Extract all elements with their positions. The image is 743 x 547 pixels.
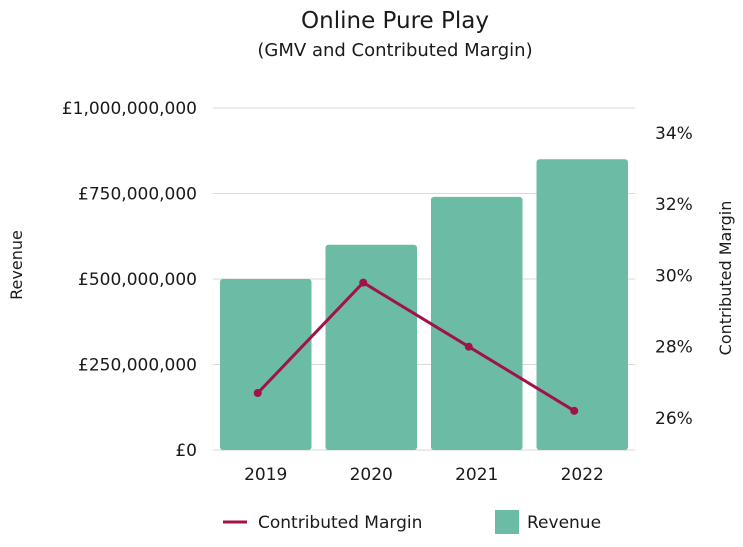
margin-point — [359, 278, 368, 287]
y-tick-label: £500,000,000 — [78, 270, 197, 290]
y2-tick-label: 28% — [655, 338, 693, 358]
revenue-bar — [220, 279, 312, 450]
legend-label-revenue: Revenue — [527, 513, 601, 533]
y-tick-label: £1,000,000,000 — [62, 99, 197, 119]
y2-tick-label: 30% — [655, 266, 693, 286]
y-tick-label: £750,000,000 — [78, 185, 197, 205]
y-tick-label: £0 — [175, 441, 197, 461]
chart-title: Online Pure Play — [301, 8, 489, 34]
y2-tick-label: 34% — [655, 124, 693, 144]
y-axis-label: Revenue — [7, 230, 26, 300]
revenue-bar — [431, 196, 523, 450]
y2-tick-label: 32% — [655, 195, 693, 215]
margin-point — [570, 406, 579, 415]
x-tick-label: 2021 — [455, 465, 498, 485]
x-tick-label: 2020 — [350, 465, 393, 485]
chart-subtitle: (GMV and Contributed Margin) — [257, 40, 532, 61]
y2-tick-label: 26% — [655, 409, 693, 429]
y-axis-ticks: £0 £250,000,000 £500,000,000 £750,000,000 £1… — [62, 99, 197, 461]
revenue-bar — [536, 159, 628, 451]
x-tick-label: 2019 — [244, 465, 287, 485]
margin-series-line — [256, 281, 576, 413]
legend: Contributed Margin Revenue — [223, 510, 601, 534]
y-tick-label: £250,000,000 — [78, 356, 197, 376]
y2-axis-ticks: 26% 28% 30% 32% 34% — [655, 124, 693, 429]
x-tick-label: 2022 — [561, 465, 604, 485]
margin-line — [253, 278, 579, 415]
legend-swatch-revenue — [495, 510, 519, 534]
margin-point — [464, 342, 473, 351]
y2-axis-label: Contributed Margin — [716, 201, 735, 356]
revenue-bar — [325, 244, 417, 450]
margin-point — [253, 389, 262, 397]
legend-label-margin: Contributed Margin — [258, 513, 422, 533]
x-axis-ticks: 2019 2020 2021 2022 — [244, 465, 604, 485]
revenue-bars — [220, 159, 628, 451]
